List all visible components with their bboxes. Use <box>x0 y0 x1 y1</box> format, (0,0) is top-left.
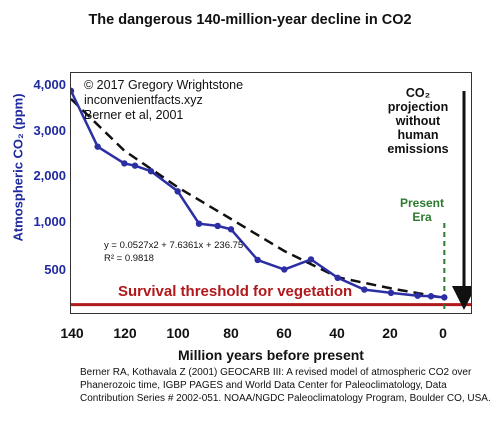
x-tick-100: 100 <box>166 325 190 341</box>
credit-copyright: © 2017 Gregory Wrightstone <box>84 78 244 92</box>
projection-line-4: human <box>397 128 439 142</box>
survival-threshold-label: Survival threshold for vegetation <box>118 283 353 300</box>
data-point <box>281 266 288 273</box>
x-tick-80: 80 <box>223 325 239 341</box>
data-point <box>121 160 128 167</box>
y-tick-1000: 1,000 <box>33 214 66 229</box>
y-tick-3000: 3,000 <box>33 123 66 138</box>
data-point <box>94 143 101 150</box>
data-point <box>174 188 181 195</box>
x-tick-0: 0 <box>439 325 447 341</box>
data-point <box>195 220 203 227</box>
x-tick-140: 140 <box>60 325 84 341</box>
trend-equation: y = 0.0527x2 + 7.6361x + 236.75 R² = 0.9… <box>104 239 243 265</box>
data-point <box>441 294 448 301</box>
trend-line <box>71 98 445 300</box>
projection-line-3: without <box>395 114 441 128</box>
data-point <box>334 274 341 282</box>
data-point <box>227 226 235 233</box>
present-era-line-2: Era <box>412 210 432 224</box>
projection-annotation: CO₂ projection without human emissions <box>368 86 468 156</box>
credit-source: Berner et al, 2001 <box>84 108 184 122</box>
x-axis-label: Million years before present <box>178 347 364 363</box>
data-point <box>147 168 155 175</box>
data-point <box>131 162 139 169</box>
present-era-annotation: Present Era <box>392 196 452 224</box>
data-point <box>387 289 395 297</box>
citation-text: Berner RA, Kothavala Z (2001) GEOCARB II… <box>80 367 491 404</box>
data-point <box>361 286 368 293</box>
y-axis-label: Atmospheric CO₂ (ppm) <box>10 93 26 242</box>
y-tick-4000: 4,000 <box>33 77 66 92</box>
data-point <box>254 256 261 264</box>
projection-line-5: emissions <box>387 142 449 156</box>
x-tick-20: 20 <box>382 325 398 341</box>
y-tick-2000: 2,000 <box>33 168 66 183</box>
data-point <box>414 292 421 299</box>
credit-website: inconvenientfacts.xyz <box>84 93 203 107</box>
x-tick-60: 60 <box>276 325 292 341</box>
projection-line-2: projection <box>387 100 449 114</box>
projection-line-1: CO₂ <box>405 86 431 100</box>
data-point <box>214 222 221 230</box>
data-point <box>71 87 75 95</box>
data-point <box>427 293 435 300</box>
chart-title: The dangerous 140-million-year decline i… <box>88 12 412 28</box>
x-tick-120: 120 <box>113 325 137 341</box>
x-tick-40: 40 <box>329 325 345 341</box>
equation-r-squared: R² = 0.9818 <box>104 253 154 264</box>
data-point <box>307 256 315 263</box>
equation-formula: y = 0.0527x2 + 7.6361x + 236.75 <box>104 240 244 251</box>
chart-svg <box>71 87 471 313</box>
plot-area <box>70 72 472 314</box>
y-tick-500: 500 <box>44 262 66 277</box>
present-era-line-1: Present <box>399 196 445 210</box>
